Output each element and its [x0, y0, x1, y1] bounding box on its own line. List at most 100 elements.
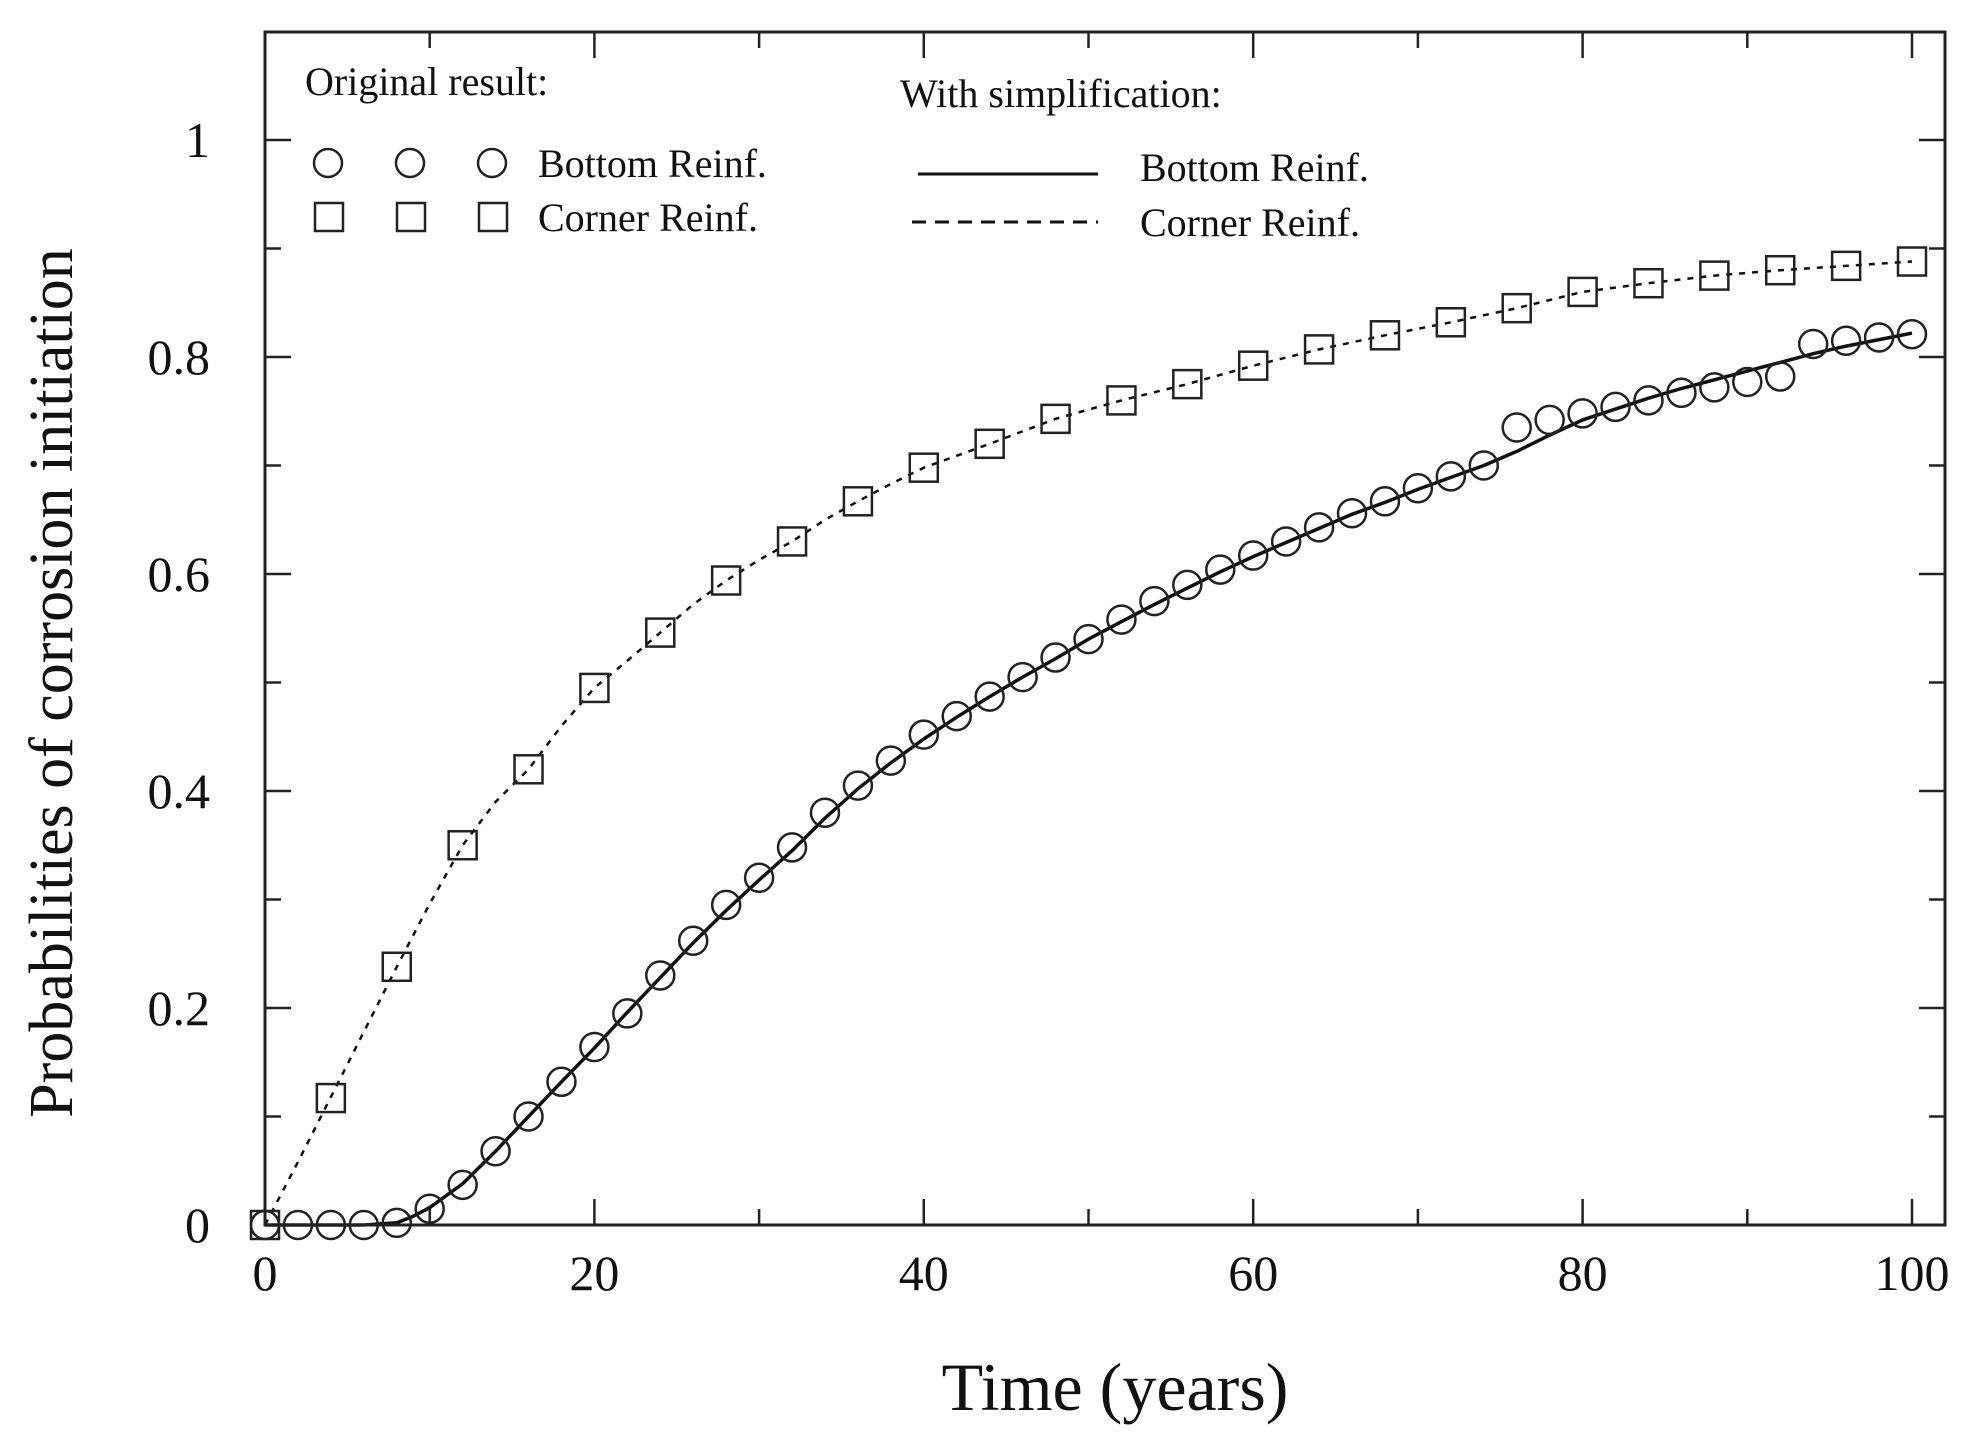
data-point-bottom-original — [1666, 377, 1697, 409]
x-tick-label: 40 — [899, 1245, 949, 1301]
data-point-corner-original — [842, 486, 874, 517]
y-axis-title: Probabilities of corrosion initiation — [18, 248, 86, 1118]
data-point-bottom-original — [842, 770, 874, 801]
data-point-bottom-original — [1863, 322, 1895, 353]
legend-label-original-corner: Corner Reinf. — [538, 195, 758, 240]
x-tick-label: 20 — [569, 1245, 619, 1301]
data-point-bottom-original — [1732, 366, 1763, 398]
data-point-bottom-original — [1073, 623, 1104, 655]
series-line-bottom-simplified — [265, 331, 1913, 1227]
data-point-bottom-original — [1699, 372, 1730, 403]
plot-frame — [263, 30, 1947, 1227]
data-point-bottom-original — [974, 681, 1005, 712]
y-tick-label: 0.4 — [148, 763, 211, 819]
data-point-corner-original — [645, 617, 676, 648]
data-point-corner-original — [776, 526, 808, 557]
x-tick-label: 100 — [1875, 1245, 1950, 1301]
data-point-bottom-original — [1567, 398, 1598, 429]
data-point-bottom-original — [579, 1031, 610, 1063]
data-point-bottom-original — [1468, 450, 1500, 481]
ticks-layer: 0 20 40 60 80 100 0 0.2 0.4 0.6 0.8 1 — [148, 32, 1950, 1301]
data-point-bottom-original — [1270, 526, 1302, 557]
data-point-bottom-original — [1369, 486, 1401, 517]
data-point-corner-original — [1567, 276, 1598, 308]
data-point-corner-original — [1172, 368, 1203, 400]
data-point-bottom-original — [908, 719, 940, 750]
legend-circle-marker — [394, 147, 426, 179]
x-tick-label: 0 — [253, 1245, 278, 1301]
data-point-bottom-original — [1600, 391, 1631, 423]
data-point-bottom-original — [1501, 412, 1532, 443]
legend-circle-marker — [312, 147, 344, 179]
data-point-corner-original — [1633, 267, 1664, 299]
data-point-bottom-original — [1040, 642, 1071, 673]
legend-square-marker — [395, 201, 427, 233]
legend-circle-marker — [476, 147, 508, 179]
data-point-corner-original — [1040, 403, 1071, 435]
data-point-bottom-original — [1633, 385, 1664, 416]
data-point-bottom-original — [1534, 404, 1565, 436]
data-point-bottom-original — [447, 1169, 478, 1201]
data-point-corner-original — [710, 565, 742, 596]
data-point-bottom-original — [1402, 473, 1434, 504]
y-tick-label: 0.2 — [148, 980, 211, 1036]
data-point-corner-original — [1237, 350, 1269, 381]
data-point-bottom-original — [1336, 497, 1368, 529]
data-point-corner-original — [1699, 260, 1730, 291]
data-point-corner-original — [1435, 307, 1467, 338]
data-point-bottom-original — [1896, 318, 1928, 350]
data-point-corner-original — [1303, 334, 1335, 365]
legend: Original result: With simplification: Bo… — [305, 59, 1369, 245]
legend-label-simplified-corner: Corner Reinf. — [1140, 200, 1360, 245]
data-point-corner-original — [447, 830, 478, 861]
legend-label-original-bottom: Bottom Reinf. — [538, 141, 767, 186]
data-point-bottom-original — [1007, 661, 1038, 693]
y-tick-label: 1 — [185, 112, 210, 168]
data-point-corner-original — [1896, 246, 1928, 277]
data-point-bottom-original — [612, 998, 643, 1029]
data-point-bottom-original — [381, 1207, 413, 1239]
data-point-bottom-original — [710, 889, 742, 921]
data-point-corner-original — [1106, 385, 1137, 416]
data-point-bottom-original — [1139, 585, 1170, 617]
data-point-corner-original — [381, 951, 413, 983]
y-tick-label: 0.8 — [148, 329, 211, 385]
data-point-bottom-original — [645, 960, 676, 991]
x-axis-title: Time (years) — [942, 1349, 1289, 1425]
data-point-corner-original — [1830, 250, 1862, 282]
legend-heading-original: Original result: — [305, 59, 548, 104]
data-point-bottom-original — [875, 745, 907, 776]
data-point-corner-original — [579, 672, 610, 704]
data-point-corner-original — [1764, 254, 1796, 286]
data-point-bottom-original — [1172, 569, 1203, 601]
legend-square-marker — [313, 201, 345, 233]
data-point-bottom-original — [1435, 461, 1467, 492]
data-point-corner-original — [1369, 320, 1401, 351]
data-point-bottom-original — [776, 832, 808, 863]
data-point-corner-original — [974, 428, 1005, 460]
y-tick-label: 0.6 — [148, 546, 211, 602]
legend-heading-simplified: With simplification: — [900, 71, 1222, 116]
data-point-bottom-original — [1830, 325, 1862, 356]
data-point-bottom-original — [1764, 361, 1796, 392]
data-point-corner-original — [513, 754, 544, 785]
x-tick-label: 80 — [1558, 1245, 1608, 1301]
data-point-bottom-original — [1303, 512, 1335, 543]
series-line-corner-simplified — [263, 260, 1913, 1226]
data-point-corner-original — [1501, 292, 1532, 324]
data-point-bottom-original — [941, 700, 972, 732]
data-point-bottom-original — [1106, 604, 1137, 635]
legend-square-marker — [477, 201, 509, 233]
data-point-bottom-original — [1237, 540, 1269, 571]
legend-label-simplified-bottom: Bottom Reinf. — [1140, 145, 1369, 190]
data-point-bottom-original — [513, 1101, 544, 1132]
data-point-corner-original — [908, 452, 940, 483]
x-tick-label: 60 — [1228, 1245, 1278, 1301]
data-point-corner-original — [315, 1082, 347, 1114]
y-tick-label: 0 — [185, 1197, 210, 1253]
data-point-bottom-original — [1205, 554, 1236, 585]
data-point-bottom-original — [1797, 328, 1829, 360]
data-point-bottom-original — [743, 862, 775, 894]
